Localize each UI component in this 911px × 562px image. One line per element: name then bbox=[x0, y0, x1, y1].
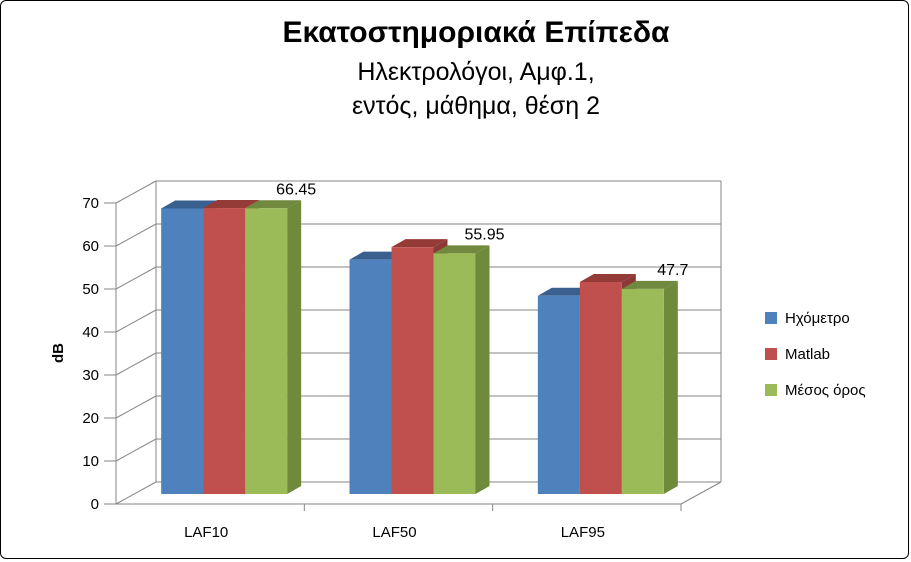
x-tick-label-0: LAF10 bbox=[184, 524, 228, 541]
chart-legend: Ηχόμετρο Matlab Μέσος όρος bbox=[765, 300, 866, 408]
y-tick-label-1: 10 bbox=[82, 453, 99, 470]
y-tick-label-5: 50 bbox=[82, 281, 99, 298]
legend-swatch-matlab bbox=[765, 348, 777, 360]
x-tick-label-2: LAF95 bbox=[561, 524, 605, 541]
bar-laf10-s2-top bbox=[245, 200, 302, 209]
left-wall-grid-0 bbox=[115, 481, 157, 505]
bar-laf10-s2-side bbox=[287, 200, 302, 494]
data-label-1: 55.95 bbox=[464, 226, 504, 243]
legend-item-average: Μέσος όρος bbox=[765, 372, 866, 408]
bar-laf95-s2-top bbox=[621, 280, 678, 289]
bar-laf50-s2-top bbox=[433, 245, 490, 254]
bar-laf50-s1-front bbox=[391, 247, 434, 494]
left-wall-grid-3 bbox=[115, 352, 157, 376]
left-wall-grid-4 bbox=[115, 309, 157, 333]
y-tick-label-4: 40 bbox=[82, 324, 99, 341]
bar-laf50-s1-top bbox=[391, 239, 448, 248]
legend-item-soundmeter: Ηχόμετρο bbox=[765, 300, 866, 336]
chart-title: Εκατοστημοριακά Επίπεδα bbox=[282, 16, 670, 49]
bar-laf10-s1-front bbox=[203, 208, 246, 495]
left-wall-grid-6 bbox=[115, 223, 157, 247]
x-tick-label-1: LAF50 bbox=[372, 524, 416, 541]
floor-right-edge bbox=[680, 481, 722, 505]
legend-label-soundmeter: Ηχόμετρο bbox=[785, 309, 850, 327]
bar-laf50-s0-front bbox=[349, 259, 392, 494]
bar-laf50-s2-front bbox=[433, 253, 476, 494]
bar-laf95-s1-top bbox=[579, 274, 636, 283]
bar-laf10-s2-front bbox=[245, 208, 288, 494]
data-label-2: 47.7 bbox=[657, 262, 688, 279]
chart-subtitle-line-2: εντός, μάθημα, θέση 2 bbox=[351, 92, 600, 120]
bar-laf95-s1-front bbox=[579, 282, 622, 494]
bar-laf10-s0-front bbox=[161, 208, 204, 495]
y-tick-label-2: 20 bbox=[82, 410, 99, 427]
bar-laf10-s1-top bbox=[203, 200, 260, 209]
bar-laf95-s2-side bbox=[663, 280, 678, 494]
legend-label-average: Μέσος όρος bbox=[785, 381, 866, 399]
y-tick-label-7: 70 bbox=[82, 195, 99, 212]
left-wall-grid-7 bbox=[115, 180, 157, 204]
chart-subtitle-line-1: Ηλεκτρολόγοι, Αμφ.1, bbox=[357, 58, 595, 86]
legend-swatch-soundmeter bbox=[765, 312, 777, 324]
legend-swatch-average bbox=[765, 384, 777, 396]
y-tick-label-0: 0 bbox=[91, 496, 99, 513]
data-label-0: 66.45 bbox=[276, 181, 316, 198]
y-tick-label-6: 60 bbox=[82, 238, 99, 255]
y-tick-label-3: 30 bbox=[82, 367, 99, 384]
legend-item-matlab: Matlab bbox=[765, 336, 866, 372]
legend-label-matlab: Matlab bbox=[785, 345, 831, 363]
bar-laf95-s0-front bbox=[537, 295, 580, 494]
left-wall-grid-1 bbox=[115, 438, 157, 462]
bar-laf10-s0-top bbox=[161, 200, 218, 209]
bar-laf50-s2-side bbox=[475, 245, 490, 494]
chart-title-block: Εκατοστημοριακά Επίπεδα Ηλεκτρολόγοι, Αμ… bbox=[246, 11, 706, 123]
bar-laf95-s2-front bbox=[621, 288, 664, 494]
left-wall-grid-2 bbox=[115, 395, 157, 419]
y-axis-title: dB bbox=[50, 343, 67, 363]
left-wall-grid-5 bbox=[115, 266, 157, 290]
